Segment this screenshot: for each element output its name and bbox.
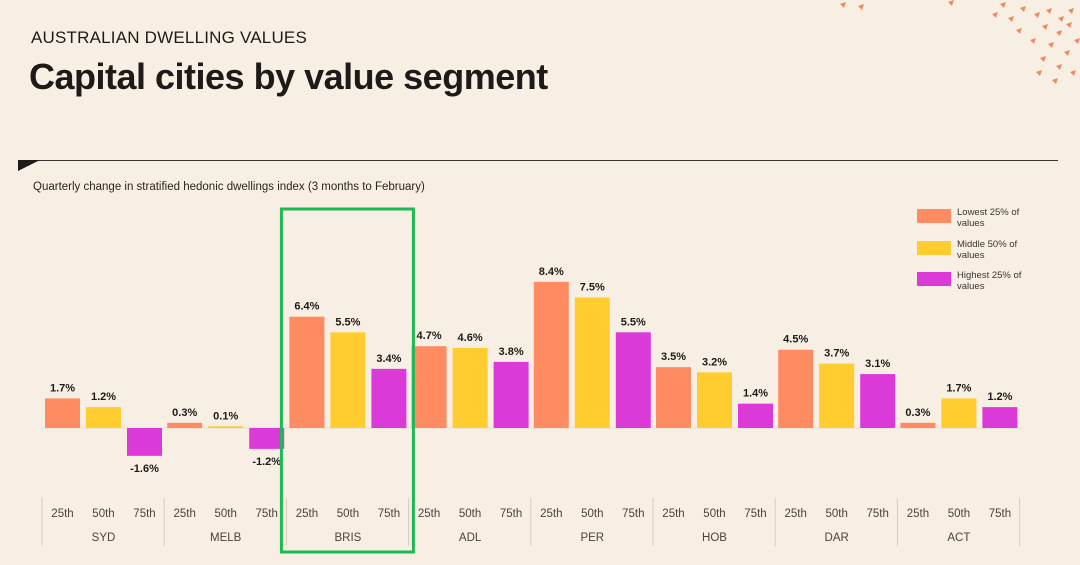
bar-bris-25th (289, 316, 325, 428)
city-label-adl: ADL (459, 532, 482, 544)
bar-adl-50th (452, 347, 488, 428)
bar-hob-50th (697, 372, 732, 428)
data-label-melb-50th: 0.1% (213, 410, 238, 422)
data-label-per-75th: 5.5% (621, 316, 646, 328)
bar-adl-25th (411, 346, 447, 428)
bar-per-75th (615, 332, 651, 428)
legend-swatch-middle (917, 241, 951, 255)
data-label-melb-75th: -1.2% (252, 456, 281, 468)
city-label-dar: DAR (825, 532, 849, 544)
data-label-hob-25th: 3.5% (661, 351, 686, 363)
bar-syd-75th (127, 428, 162, 456)
data-label-hob-75th: 1.4% (743, 388, 768, 400)
bar-melb-75th (249, 428, 285, 449)
bar-dar-75th (860, 374, 896, 428)
city-label-hob: HOB (702, 532, 727, 544)
data-label-adl-25th: 4.7% (417, 330, 442, 342)
legend-swatch-lowest (917, 209, 951, 223)
bar-bris-50th (330, 332, 366, 428)
tick-label-hob-25th: 25th (662, 508, 684, 520)
bar-melb-25th (167, 422, 203, 428)
legend-item-lowest: Lowest 25% of values (917, 207, 1077, 239)
data-label-dar-25th: 4.5% (783, 334, 808, 346)
legend-label-highest: Highest 25% of values (957, 270, 1022, 292)
bar-hob-75th (738, 403, 773, 428)
bar-act-25th (900, 422, 936, 428)
tick-label-adl-25th: 25th (418, 508, 440, 520)
tick-label-per-25th: 25th (540, 508, 562, 520)
bar-syd-50th (86, 407, 121, 428)
bar-syd-25th (45, 398, 80, 428)
divider (18, 160, 1058, 161)
data-label-act-75th: 1.2% (987, 391, 1012, 403)
tick-label-syd-50th: 50th (92, 508, 114, 520)
tick-label-dar-75th: 75th (867, 508, 889, 520)
chart-subtitle: Quarterly change in stratified hedonic d… (33, 181, 425, 193)
city-label-bris: BRIS (334, 532, 361, 544)
data-label-act-25th: 0.3% (905, 407, 930, 419)
data-label-act-50th: 1.7% (946, 382, 971, 394)
data-label-dar-75th: 3.1% (865, 358, 890, 370)
bar-dar-50th (819, 363, 855, 428)
data-label-hob-50th: 3.2% (702, 356, 727, 368)
data-label-dar-50th: 3.7% (824, 348, 849, 360)
city-label-act: ACT (947, 532, 970, 544)
data-label-adl-50th: 4.6% (458, 332, 483, 344)
data-label-adl-75th: 3.8% (499, 346, 524, 358)
bar-per-25th (533, 281, 569, 428)
highlight-box (279, 207, 415, 554)
data-label-bris-75th: 3.4% (376, 353, 401, 365)
bar-act-75th (982, 407, 1018, 428)
tick-label-dar-50th: 50th (826, 508, 848, 520)
tick-label-melb-50th: 50th (215, 508, 237, 520)
tick-label-bris-50th: 50th (337, 508, 359, 520)
data-label-per-25th: 8.4% (539, 266, 564, 278)
legend-label-lowest: Lowest 25% of values (957, 207, 1020, 229)
city-label-per: PER (580, 532, 604, 544)
tick-label-dar-25th: 25th (785, 508, 807, 520)
legend-item-highest: Highest 25% of values (917, 270, 1077, 302)
bar-dar-25th (778, 349, 814, 428)
bar-bris-75th (371, 368, 407, 428)
data-label-bris-50th: 5.5% (335, 316, 360, 328)
city-label-melb: MELB (210, 532, 242, 544)
bar-melb-50th (208, 426, 244, 428)
tick-label-syd-25th: 25th (51, 508, 73, 520)
data-label-per-50th: 7.5% (580, 282, 605, 294)
tick-label-act-50th: 50th (948, 508, 970, 520)
tick-label-syd-75th: 75th (133, 508, 155, 520)
data-label-melb-25th: 0.3% (172, 407, 197, 419)
tick-label-hob-50th: 50th (703, 508, 725, 520)
decorative-confetti (840, 0, 1080, 84)
tick-label-act-75th: 75th (989, 508, 1011, 520)
tick-label-act-25th: 25th (907, 508, 929, 520)
tick-label-per-50th: 50th (581, 508, 603, 520)
legend-swatch-highest (917, 272, 951, 286)
legend-item-middle: Middle 50% of values (917, 239, 1077, 271)
data-label-syd-75th: -1.6% (130, 463, 159, 475)
bar-act-50th (941, 398, 977, 428)
data-label-syd-25th: 1.7% (50, 382, 75, 394)
tick-label-adl-75th: 75th (500, 508, 522, 520)
city-label-syd: SYD (92, 532, 116, 544)
divider-marker (18, 160, 40, 171)
bar-per-50th (574, 297, 610, 428)
tick-label-melb-25th: 25th (174, 508, 196, 520)
legend-label-middle: Middle 50% of values (957, 239, 1018, 261)
tick-label-per-75th: 75th (622, 508, 644, 520)
data-label-syd-50th: 1.2% (91, 391, 116, 403)
page-title: Capital cities by value segment (29, 56, 548, 97)
data-label-bris-25th: 6.4% (294, 301, 319, 313)
kicker: AUSTRALIAN DWELLING VALUES (31, 28, 308, 47)
bar-hob-25th (656, 367, 691, 428)
tick-label-bris-75th: 75th (378, 508, 400, 520)
tick-label-bris-25th: 25th (296, 508, 318, 520)
bar-adl-75th (493, 361, 529, 428)
tick-label-adl-50th: 50th (459, 508, 481, 520)
tick-label-hob-75th: 75th (744, 508, 766, 520)
tick-label-melb-75th: 75th (256, 508, 278, 520)
